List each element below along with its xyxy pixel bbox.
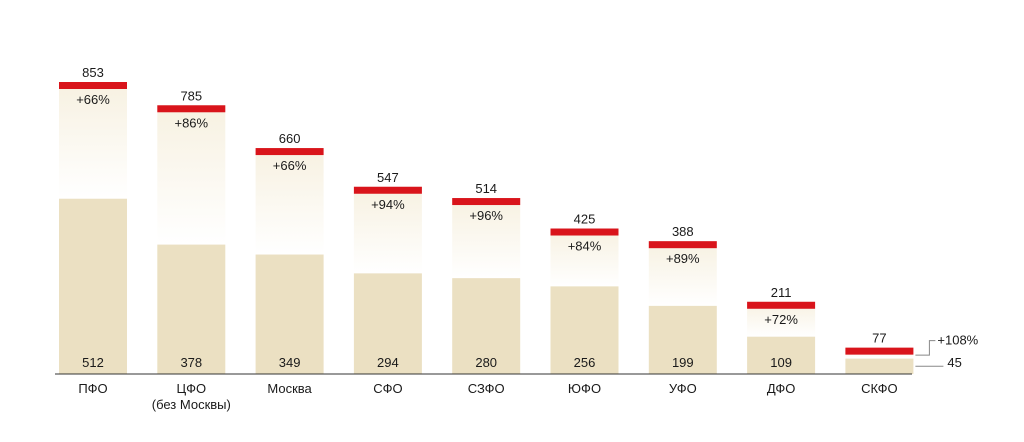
labels-group: 853 512 +66% ПФО 785 378 +86% ЦФО(без Москвы) 66… — [76, 65, 978, 412]
base-value-label: 256 — [574, 355, 596, 370]
bar-base-segment — [59, 198, 127, 374]
category-label: Москва — [267, 381, 312, 396]
bar-top-marker — [550, 228, 619, 236]
bar-base-segment — [747, 336, 816, 374]
bar-growth-segment — [255, 148, 324, 255]
total-value-label: 425 — [574, 212, 596, 227]
bar-base-segment — [353, 273, 422, 374]
growth-percent-label: +108% — [937, 333, 978, 348]
growth-percent-label: +66% — [273, 158, 307, 173]
growth-percent-label: +86% — [174, 115, 208, 130]
total-value-label: 660 — [279, 131, 301, 146]
base-value-label: 280 — [475, 355, 497, 370]
bar-top-marker — [353, 186, 422, 194]
bar-top-marker — [648, 241, 717, 249]
bar-top-marker — [845, 347, 914, 355]
base-value-label: 45 — [947, 355, 961, 370]
category-label: СЗФО — [468, 381, 505, 396]
category-label: УФО — [669, 381, 697, 396]
total-value-label: 388 — [672, 224, 694, 239]
category-label: ПФО — [78, 381, 107, 396]
bar-top-marker — [157, 105, 226, 113]
base-value-label: 109 — [770, 355, 792, 370]
bar-base-segment — [255, 254, 324, 374]
category-label: ДФО — [767, 381, 796, 396]
bar-growth-segment — [157, 105, 226, 245]
bar-base-segment — [845, 358, 914, 374]
bar-top-marker — [255, 148, 324, 156]
base-value-label: 349 — [279, 355, 301, 370]
total-value-label: 785 — [180, 88, 202, 103]
category-label: (без Москвы) — [152, 397, 231, 412]
total-value-label: 514 — [475, 181, 497, 196]
growth-percent-label: +94% — [371, 197, 405, 212]
bar-base-segment — [452, 278, 521, 374]
category-label: СФО — [373, 381, 402, 396]
category-label: ЦФО — [176, 381, 206, 396]
category-label: СКФО — [861, 381, 898, 396]
bar-growth-segment — [452, 198, 521, 279]
bar-base-segment — [648, 305, 717, 374]
bar-growth-segment — [59, 82, 127, 199]
bar-base-segment — [550, 286, 619, 374]
total-value-label: 211 — [771, 285, 792, 300]
base-value-label: 294 — [377, 355, 399, 370]
category-label: ЮФО — [568, 381, 601, 396]
base-value-label: 512 — [82, 355, 104, 370]
growth-percent-label: +66% — [76, 92, 110, 107]
bar-top-marker — [747, 301, 816, 309]
bar-top-marker — [59, 82, 127, 89]
growth-percent-label: +72% — [764, 312, 798, 327]
total-value-label: 77 — [872, 331, 886, 346]
bar-top-marker — [452, 198, 521, 206]
growth-callout-line — [915, 340, 936, 356]
base-value-label: 378 — [180, 355, 202, 370]
growth-percent-label: +96% — [469, 208, 503, 223]
base-value-label: 199 — [672, 355, 694, 370]
total-value-label: 853 — [82, 65, 104, 80]
bar-base-segment — [157, 244, 226, 374]
bar-growth-segment — [648, 241, 717, 306]
growth-percent-label: +84% — [568, 239, 602, 254]
total-value-label: 547 — [377, 170, 399, 185]
growth-percent-label: +89% — [666, 251, 700, 266]
bar-growth-segment — [550, 228, 619, 287]
bar-growth-segment — [353, 186, 422, 274]
bars-group — [59, 82, 914, 374]
